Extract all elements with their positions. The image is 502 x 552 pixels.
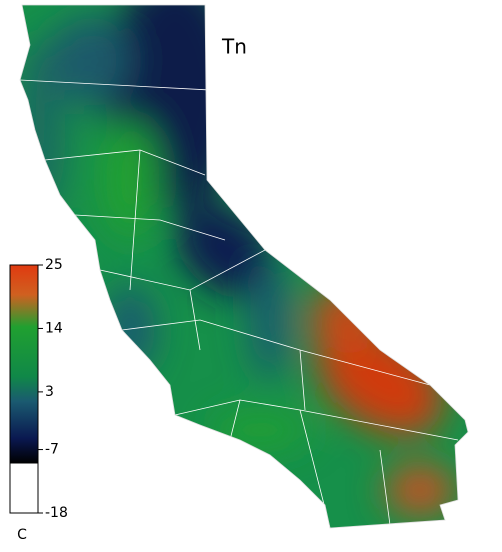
colorbar-tick-label: -7 — [45, 442, 59, 458]
colorbar-unit: C — [17, 527, 27, 543]
map-title: Tn — [221, 35, 247, 59]
colorbar-tick-label: -18 — [45, 505, 68, 521]
colorbar-tick-label: 3 — [45, 384, 54, 400]
colorbar — [9, 264, 39, 514]
colorbar-tick-label: 14 — [45, 320, 63, 336]
colorbar-tick-label: 25 — [45, 257, 63, 273]
